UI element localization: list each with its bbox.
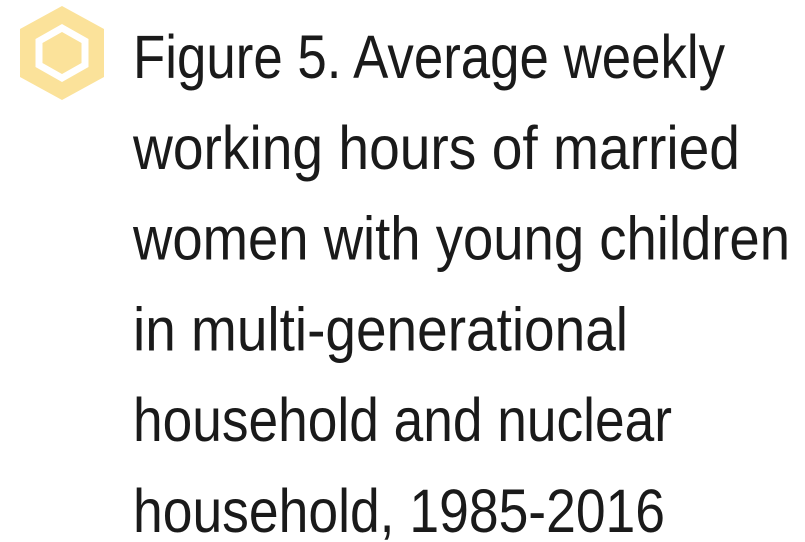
hexagon-ring bbox=[35, 23, 89, 83]
title-line: women with young children bbox=[132, 205, 790, 273]
title-lines: Figure 5. Average weekly working hours of… bbox=[132, 23, 790, 542]
title-line: Figure 5. Average weekly bbox=[133, 23, 725, 91]
title-line: working hours of married bbox=[132, 114, 740, 182]
hexagon-icon bbox=[20, 6, 104, 100]
title-line: household and nuclear bbox=[133, 386, 672, 454]
title-line: household, 1985-2016 bbox=[133, 477, 665, 542]
hexagon-outer bbox=[20, 6, 104, 100]
title-line: in multi-generational bbox=[133, 295, 628, 363]
